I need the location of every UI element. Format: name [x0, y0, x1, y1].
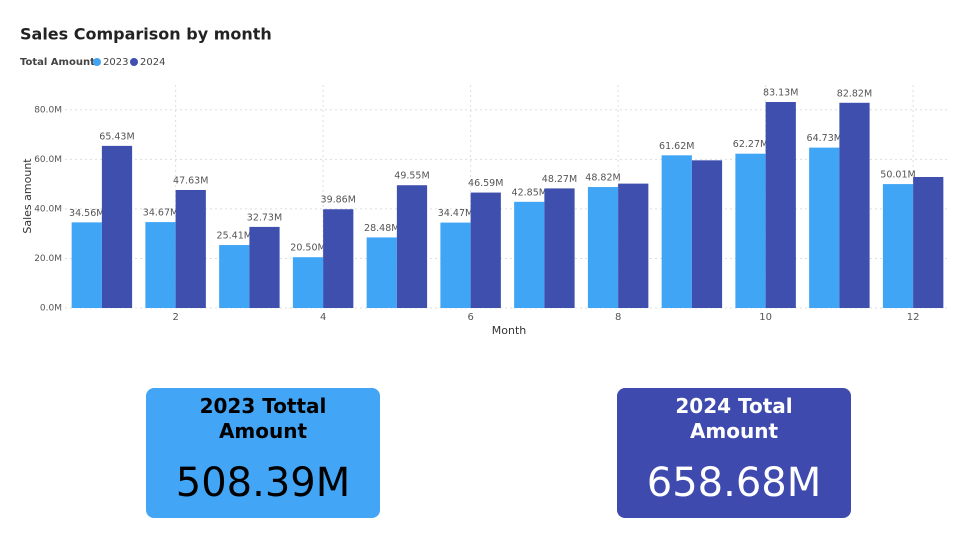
bar	[440, 222, 471, 308]
bar	[323, 209, 354, 308]
x-tick-label: 12	[907, 312, 920, 323]
bar	[175, 189, 206, 308]
bar	[145, 222, 176, 308]
bar	[661, 155, 692, 308]
y-tick-label: 60.0M	[34, 155, 62, 165]
kpi-card: 2023 Tottal Amount 508.39M	[146, 388, 380, 518]
bar	[470, 192, 501, 308]
bar	[544, 188, 575, 308]
data-label: 34.47M	[438, 208, 473, 219]
x-tick-label: 10	[759, 312, 772, 323]
x-tick-label: 8	[615, 312, 621, 323]
bar	[691, 160, 723, 308]
data-label: 39.86M	[321, 195, 356, 206]
legend-label: 2023	[103, 57, 128, 68]
x-axis-title: Month	[492, 324, 527, 337]
chart: Sales Comparison by month Total Amount M…	[20, 25, 950, 337]
y-tick-label: 40.0M	[34, 204, 62, 214]
bar	[735, 153, 766, 308]
data-label: 62.27M	[733, 139, 768, 150]
data-label: 47.63M	[173, 175, 208, 186]
legend-title: Total Amount	[20, 57, 95, 68]
legend-label: 2024	[140, 57, 165, 68]
bar	[839, 102, 870, 309]
bar	[809, 147, 840, 308]
bar	[71, 222, 102, 308]
x-tick-label: 4	[320, 312, 326, 323]
card-value: 658.68M	[646, 460, 822, 506]
chart-title: Sales Comparison by month	[20, 25, 272, 44]
bar	[587, 187, 619, 308]
bar	[396, 185, 428, 308]
y-tick-label: 20.0M	[34, 254, 62, 264]
x-tick-label: 6	[467, 312, 473, 323]
legend-marker	[93, 58, 101, 66]
data-label: 64.73M	[807, 133, 842, 144]
y-tick-label: 80.0M	[34, 105, 62, 115]
bar	[882, 184, 914, 308]
bar	[366, 237, 397, 308]
data-label: 32.73M	[247, 212, 282, 223]
bar	[219, 245, 250, 308]
data-label: 65.43M	[99, 131, 134, 142]
data-label: 83.13M	[763, 88, 798, 99]
bar	[913, 176, 944, 308]
data-label: 34.67M	[143, 208, 178, 219]
bar	[618, 183, 649, 308]
data-label: 61.62M	[659, 141, 694, 152]
y-tick-label: 0.0M	[40, 304, 62, 314]
data-label: 49.55M	[394, 171, 429, 182]
data-label: 48.27M	[542, 174, 577, 185]
data-label: 28.48M	[364, 223, 399, 234]
data-label: 34.56M	[69, 208, 104, 219]
data-label: 25.41M	[217, 231, 252, 242]
legend-marker	[130, 58, 138, 66]
data-label: 46.59M	[468, 178, 503, 189]
x-tick-label: 2	[172, 312, 178, 323]
bar	[514, 201, 545, 308]
y-axis-title: Sales amount	[21, 158, 34, 234]
data-label: 48.82M	[585, 173, 620, 184]
card-value: 508.39M	[175, 460, 351, 506]
card-title: 2023 Tottal Amount	[199, 394, 327, 443]
data-label: 20.50M	[290, 243, 325, 254]
data-label: 82.82M	[837, 88, 872, 99]
kpi-card: 2024 Total Amount 658.68M	[617, 388, 851, 518]
bar	[765, 102, 796, 308]
bar	[101, 145, 133, 308]
card-title: 2024 Total Amount	[675, 394, 793, 443]
bar	[249, 226, 280, 308]
data-label: 50.01M	[880, 170, 915, 181]
bar	[292, 257, 324, 308]
data-label: 42.85M	[512, 187, 547, 198]
